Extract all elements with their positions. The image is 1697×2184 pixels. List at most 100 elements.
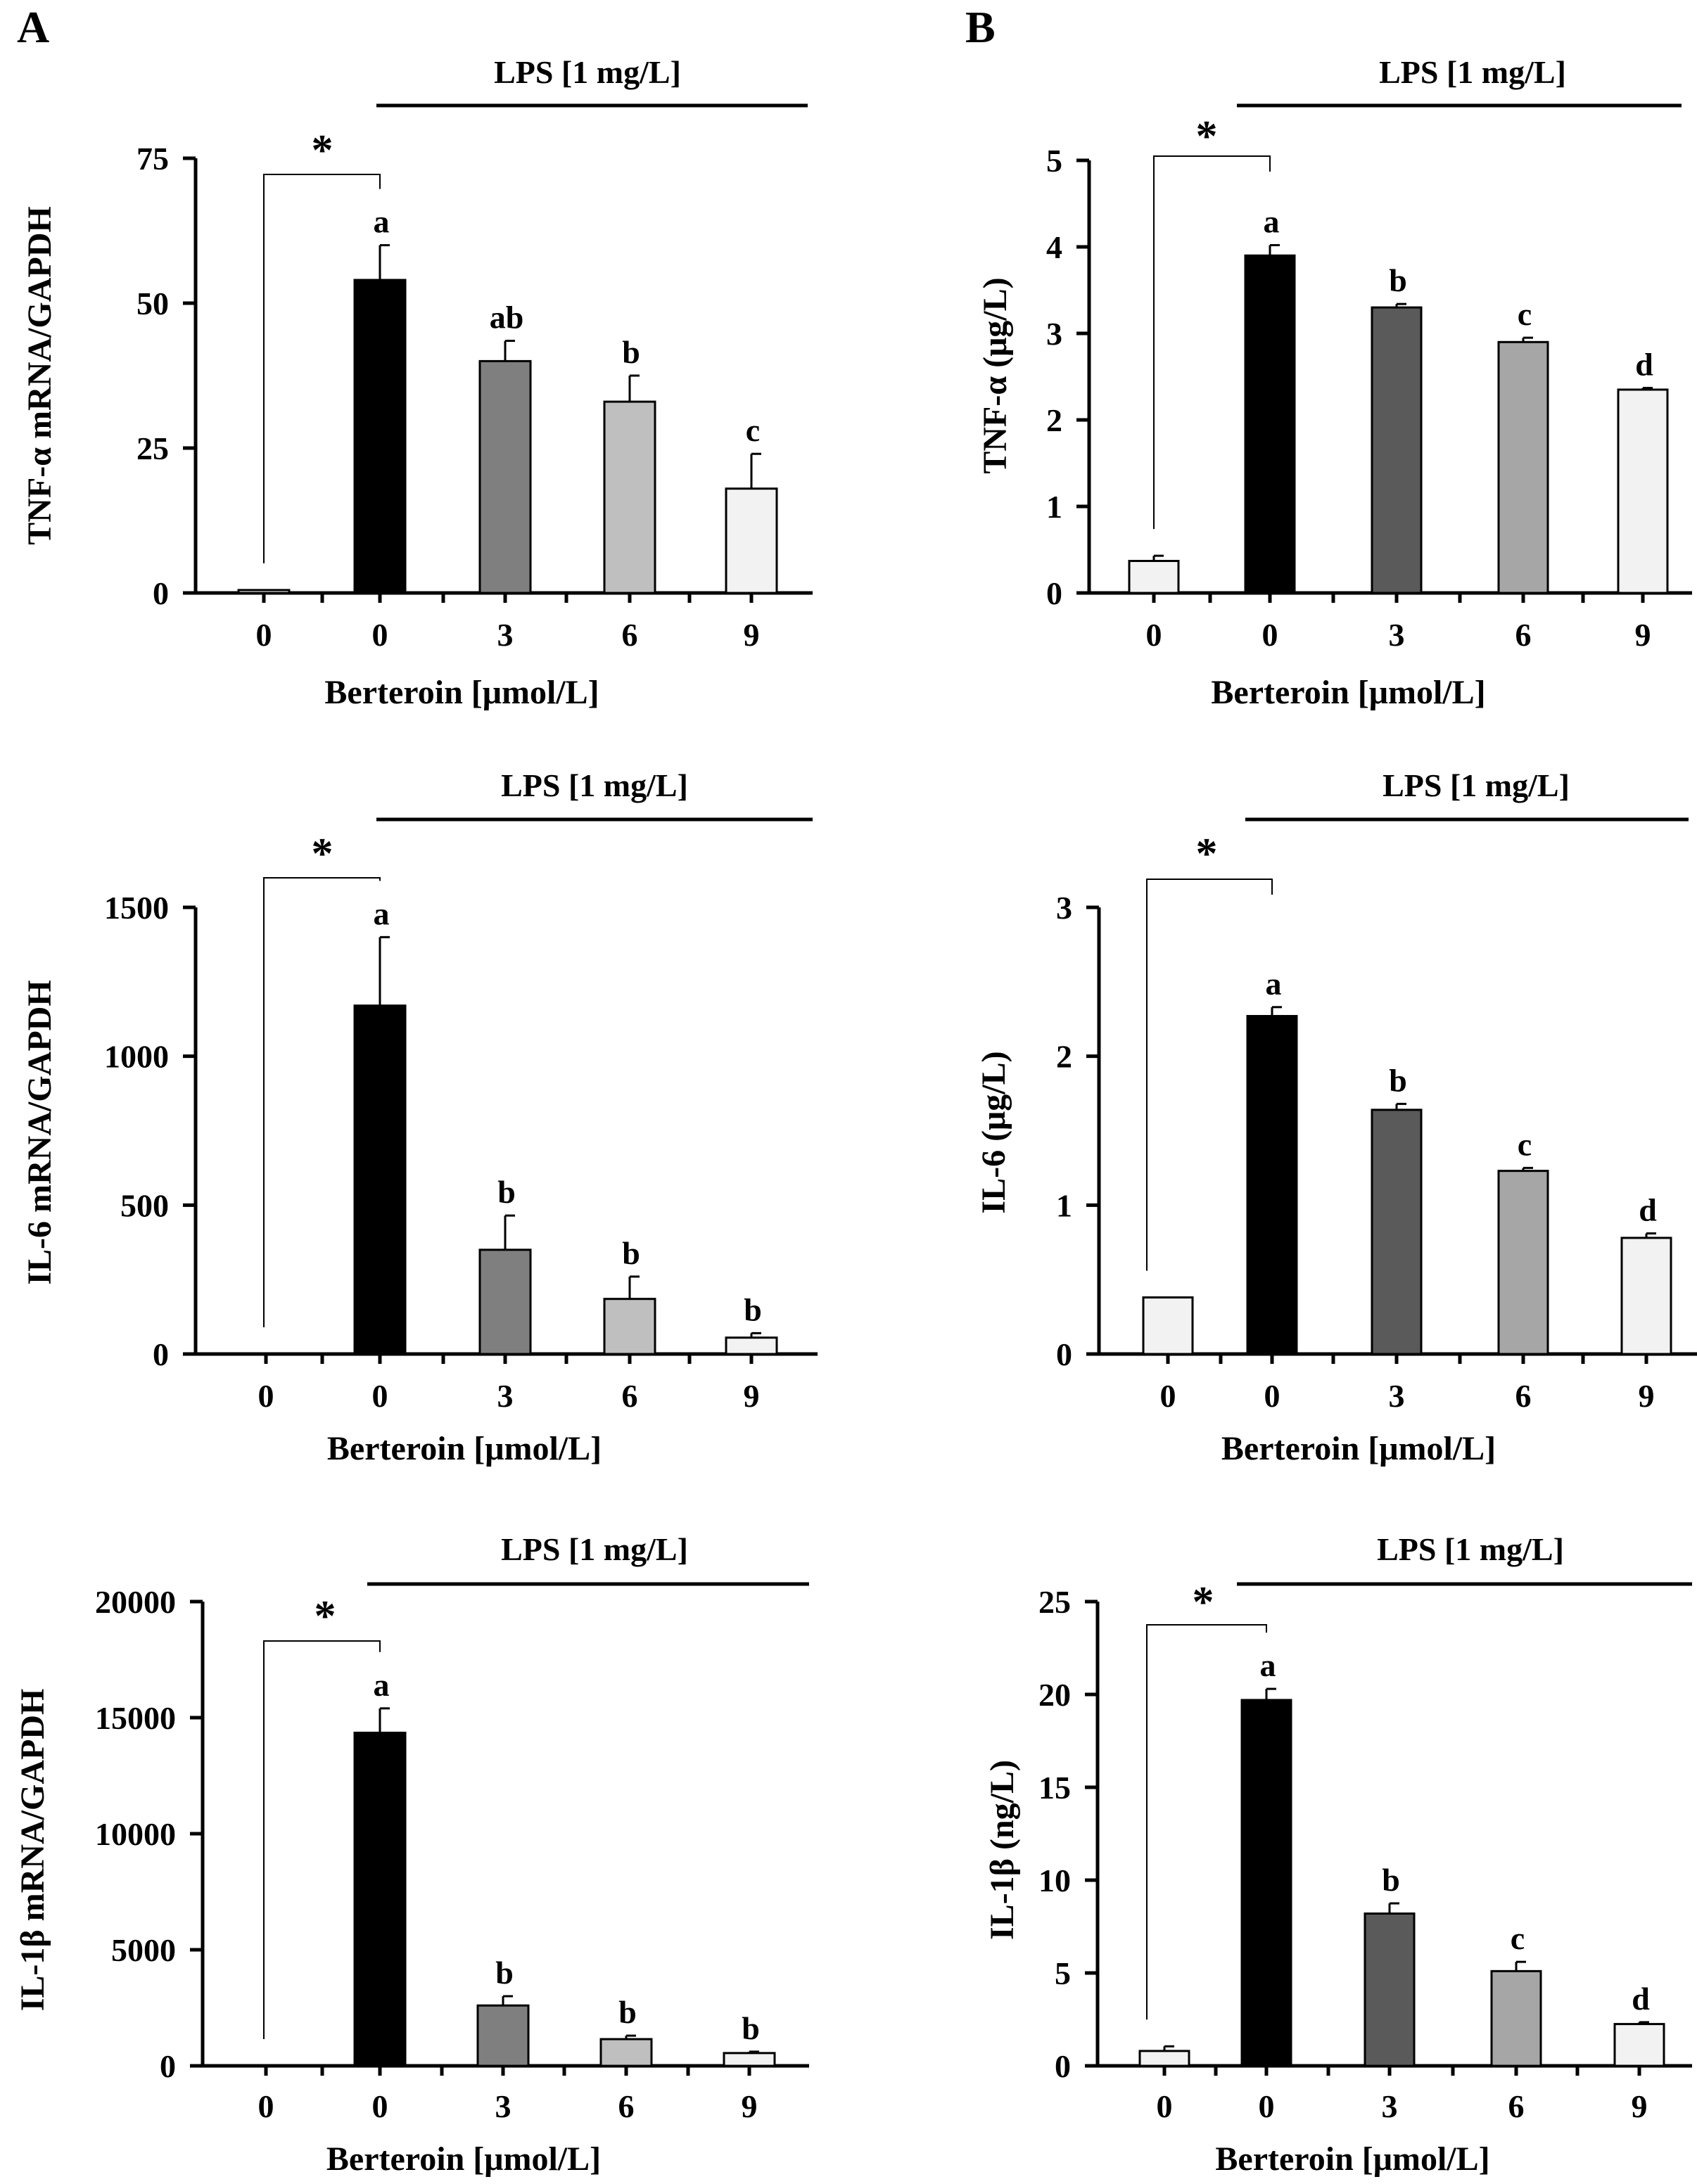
significance-bracket [1146, 879, 1273, 1271]
y-tick-label: 15 [1038, 1770, 1071, 1806]
x-tick-label: 0 [1262, 617, 1278, 653]
bar [1128, 559, 1180, 594]
y-tick-label: 0 [1046, 575, 1062, 611]
bar [725, 487, 778, 594]
x-tick-label: 9 [742, 2088, 758, 2124]
bar [1620, 1237, 1672, 1355]
bar [353, 279, 407, 594]
chart-b2: 0 1 2 3 0 a 0 b 3 c 6 d 9 Berteroin [μmol/L] IL-6 (μg/… [975, 767, 1697, 1467]
y-tick-label: 50 [136, 286, 169, 321]
significance-letter: d [1632, 1981, 1650, 2017]
x-tick-label: 9 [744, 617, 760, 653]
x-tick-label: 9 [1639, 1378, 1655, 1414]
x-tick-label: 0 [1146, 617, 1162, 653]
significance-letter: c [746, 412, 760, 448]
x-tick-label: 3 [1389, 617, 1405, 653]
bar [603, 1298, 656, 1355]
y-tick-label: 1 [1056, 1187, 1072, 1223]
bar [353, 1004, 407, 1355]
y-tick-label: 20 [1038, 1677, 1071, 1713]
y-axis-label: IL-6 mRNA/GAPDH [21, 980, 58, 1284]
lps-label: LPS [1 mg/L] [1383, 767, 1570, 803]
significance-letter: c [1511, 1920, 1525, 1956]
x-tick-label: 0 [258, 2088, 274, 2124]
y-tick-label: 0 [153, 1336, 169, 1372]
y-tick-label: 2 [1056, 1039, 1072, 1075]
bar [1240, 1699, 1292, 2067]
significance-star: * [312, 830, 333, 878]
bar [478, 1249, 532, 1355]
bar [237, 589, 291, 594]
x-tick-label: 0 [372, 2088, 388, 2124]
x-tick-label: 6 [622, 1378, 638, 1414]
y-tick-label: 10000 [95, 1816, 176, 1852]
bar [603, 400, 656, 594]
bar [1246, 1015, 1298, 1355]
y-tick-label: 4 [1046, 229, 1062, 265]
bar [1138, 2050, 1190, 2067]
y-tick-label: 20000 [95, 1584, 176, 1620]
significance-letter: c [1518, 1126, 1532, 1162]
y-axis-label: TNF-α (μg/L) [977, 277, 1014, 473]
y-tick-label: 500 [120, 1187, 169, 1223]
y-tick-label: 25 [136, 430, 169, 466]
y-axis-label: IL-1β (ng/L) [984, 1760, 1021, 1940]
chart-a3: 0 5000 10000 15000 20000 0 a 0 b 3 b 6 b 9 Berteroin [… [14, 1531, 809, 2178]
bar [353, 1731, 407, 2067]
bar [723, 2052, 776, 2067]
x-tick-label: 0 [1157, 2088, 1173, 2124]
significance-letter: d [1639, 1192, 1657, 1228]
y-tick-label: 3 [1056, 890, 1072, 926]
lps-label: LPS [1 mg/L] [494, 54, 681, 90]
significance-bracket [263, 877, 381, 1327]
bar [1371, 306, 1423, 594]
significance-letter: b [742, 2010, 760, 2046]
lps-label: LPS [1 mg/L] [501, 1531, 688, 1567]
lps-label: LPS [1 mg/L] [501, 767, 688, 803]
bar [1371, 1109, 1423, 1355]
significance-star: * [314, 1592, 336, 1640]
significance-letter: a [374, 1667, 390, 1703]
x-tick-label: 6 [1515, 1378, 1532, 1414]
x-tick-label: 9 [744, 1378, 760, 1414]
x-tick-label: 6 [1508, 2088, 1525, 2124]
y-tick-label: 2 [1046, 402, 1062, 438]
y-tick-label: 0 [1055, 2048, 1071, 2084]
y-tick-label: 10 [1038, 1863, 1071, 1898]
y-tick-label: 1500 [104, 890, 169, 926]
bar [1613, 2023, 1665, 2067]
bar [476, 2004, 530, 2067]
significance-letter: b [622, 1235, 640, 1271]
x-axis-label: Berteroin [μmol/L] [1211, 674, 1485, 711]
y-tick-label: 1000 [104, 1039, 169, 1075]
x-axis-label: Berteroin [μmol/L] [1215, 2140, 1489, 2178]
x-axis-label: Berteroin [μmol/L] [327, 1430, 602, 1467]
y-tick-label: 15000 [95, 1700, 176, 1736]
y-tick-label: 5 [1046, 143, 1062, 179]
significance-bracket [263, 174, 381, 563]
y-tick-label: 25 [1038, 1584, 1071, 1620]
y-tick-label: 75 [136, 141, 169, 177]
y-axis-label: IL-6 (μg/L) [975, 1051, 1012, 1213]
significance-letter: b [622, 334, 640, 370]
bar [599, 2038, 653, 2067]
x-tick-label: 9 [1635, 617, 1651, 653]
y-tick-label: 5000 [111, 1932, 176, 1968]
significance-letter: a [1264, 204, 1280, 240]
significance-letter: a [1266, 966, 1282, 1002]
significance-letter: b [1389, 1062, 1407, 1098]
significance-letter: c [1518, 296, 1532, 332]
y-tick-label: 5 [1055, 1955, 1071, 1991]
significance-bracket [1146, 1624, 1267, 2020]
x-tick-label: 0 [258, 1378, 274, 1414]
bar [1490, 1969, 1542, 2067]
x-tick-label: 9 [1632, 2088, 1648, 2124]
significance-letter: ab [490, 300, 524, 336]
significance-letter: a [1260, 1647, 1276, 1683]
chart-b1: 0 1 2 3 4 5 0 a 0 b 3 c 6 d 9 Berteroin [μmol/L] TNF-α (… [977, 54, 1692, 711]
chart-b3: 0 5 10 15 20 25 0 a 0 b 3 c 6 d 9 Berteroin [μmol/L] IL-… [984, 1531, 1692, 2178]
x-tick-label: 0 [372, 1378, 388, 1414]
significance-letter: b [1389, 262, 1407, 298]
x-axis-label: Berteroin [μmol/L] [326, 2140, 601, 2178]
